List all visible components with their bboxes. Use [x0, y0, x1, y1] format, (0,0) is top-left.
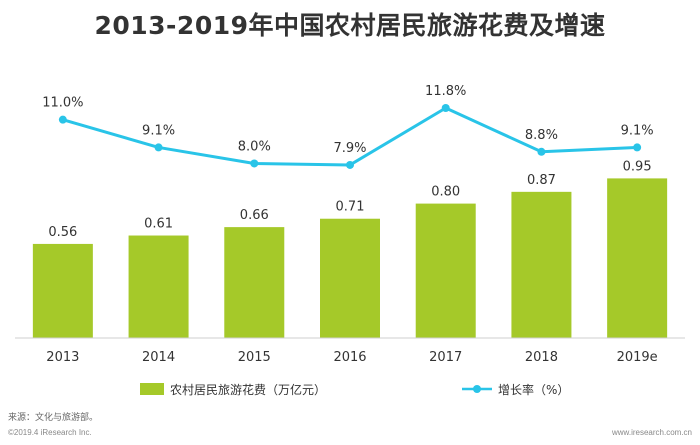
growth-point-2013: [58, 115, 67, 124]
x-tick-2016: 2016: [333, 350, 366, 365]
bar-2016: [320, 218, 380, 338]
legend-bar-swatch: [140, 383, 164, 395]
growth-label-2013: 11.0%: [42, 96, 83, 111]
bar-2018: [511, 191, 572, 338]
growth-label-2016: 7.9%: [333, 141, 366, 156]
bar-2019e: [607, 178, 668, 338]
copyright: ©2019.4 iResearch Inc.: [8, 428, 92, 437]
growth-label-2018: 8.8%: [525, 128, 558, 143]
bar-label-2017: 0.80: [431, 185, 460, 200]
bar-value-labels: 0.56 0.61 0.66 0.71 0.80 0.87 0.95: [48, 159, 651, 240]
growth-point-2018: [537, 147, 546, 156]
bar-series: [32, 178, 668, 338]
growth-label-2017: 11.8%: [425, 84, 466, 99]
growth-point-2016: [346, 160, 354, 169]
bar-label-2015: 0.66: [240, 208, 269, 223]
growth-label-2015: 8.0%: [238, 139, 271, 154]
x-tick-2013: 2013: [46, 350, 79, 365]
x-tick-2014: 2014: [142, 350, 175, 365]
growth-point-2019e: [633, 143, 642, 152]
chart-title: 2013-2019年中国农村居民旅游花费及增速: [94, 11, 606, 40]
source-note: 来源：文化与旅游部。: [8, 413, 99, 423]
x-tick-2015: 2015: [238, 350, 271, 365]
legend: 农村居民旅游花费（万亿元） 增长率（%）: [140, 382, 569, 397]
growth-point-2017: [441, 104, 450, 112]
growth-label-2014: 9.1%: [142, 123, 175, 138]
bar-label-2016: 0.71: [336, 200, 365, 215]
x-tick-2018: 2018: [525, 350, 558, 365]
line-series: [58, 104, 642, 169]
bar-2014: [128, 235, 189, 338]
bar-2017: [415, 203, 476, 338]
legend-line-marker: [473, 385, 481, 393]
bar-label-2018: 0.87: [527, 173, 556, 188]
x-tick-2017: 2017: [429, 350, 462, 365]
growth-point-2015: [250, 159, 259, 168]
growth-point-2014: [154, 143, 163, 152]
bar-2015: [224, 227, 285, 338]
bar-label-2019e: 0.95: [623, 159, 652, 174]
x-tick-2019e: 2019e: [617, 350, 658, 365]
bar-2013: [32, 243, 93, 338]
bar-label-2014: 0.61: [144, 217, 173, 232]
legend-bar-label: 农村居民旅游花费（万亿元）: [170, 382, 326, 397]
x-tick-labels: 2013 2014 2015 2016 2017 2018 2019e: [46, 350, 657, 365]
line-value-labels: 11.0% 9.1% 8.0% 7.9% 11.8% 8.8% 9.1%: [42, 84, 653, 156]
bar-label-2013: 0.56: [48, 225, 77, 240]
growth-label-2019e: 9.1%: [621, 123, 654, 138]
legend-line-label: 增长率（%）: [498, 382, 569, 397]
website: www.iresearch.com.cn: [611, 428, 692, 437]
